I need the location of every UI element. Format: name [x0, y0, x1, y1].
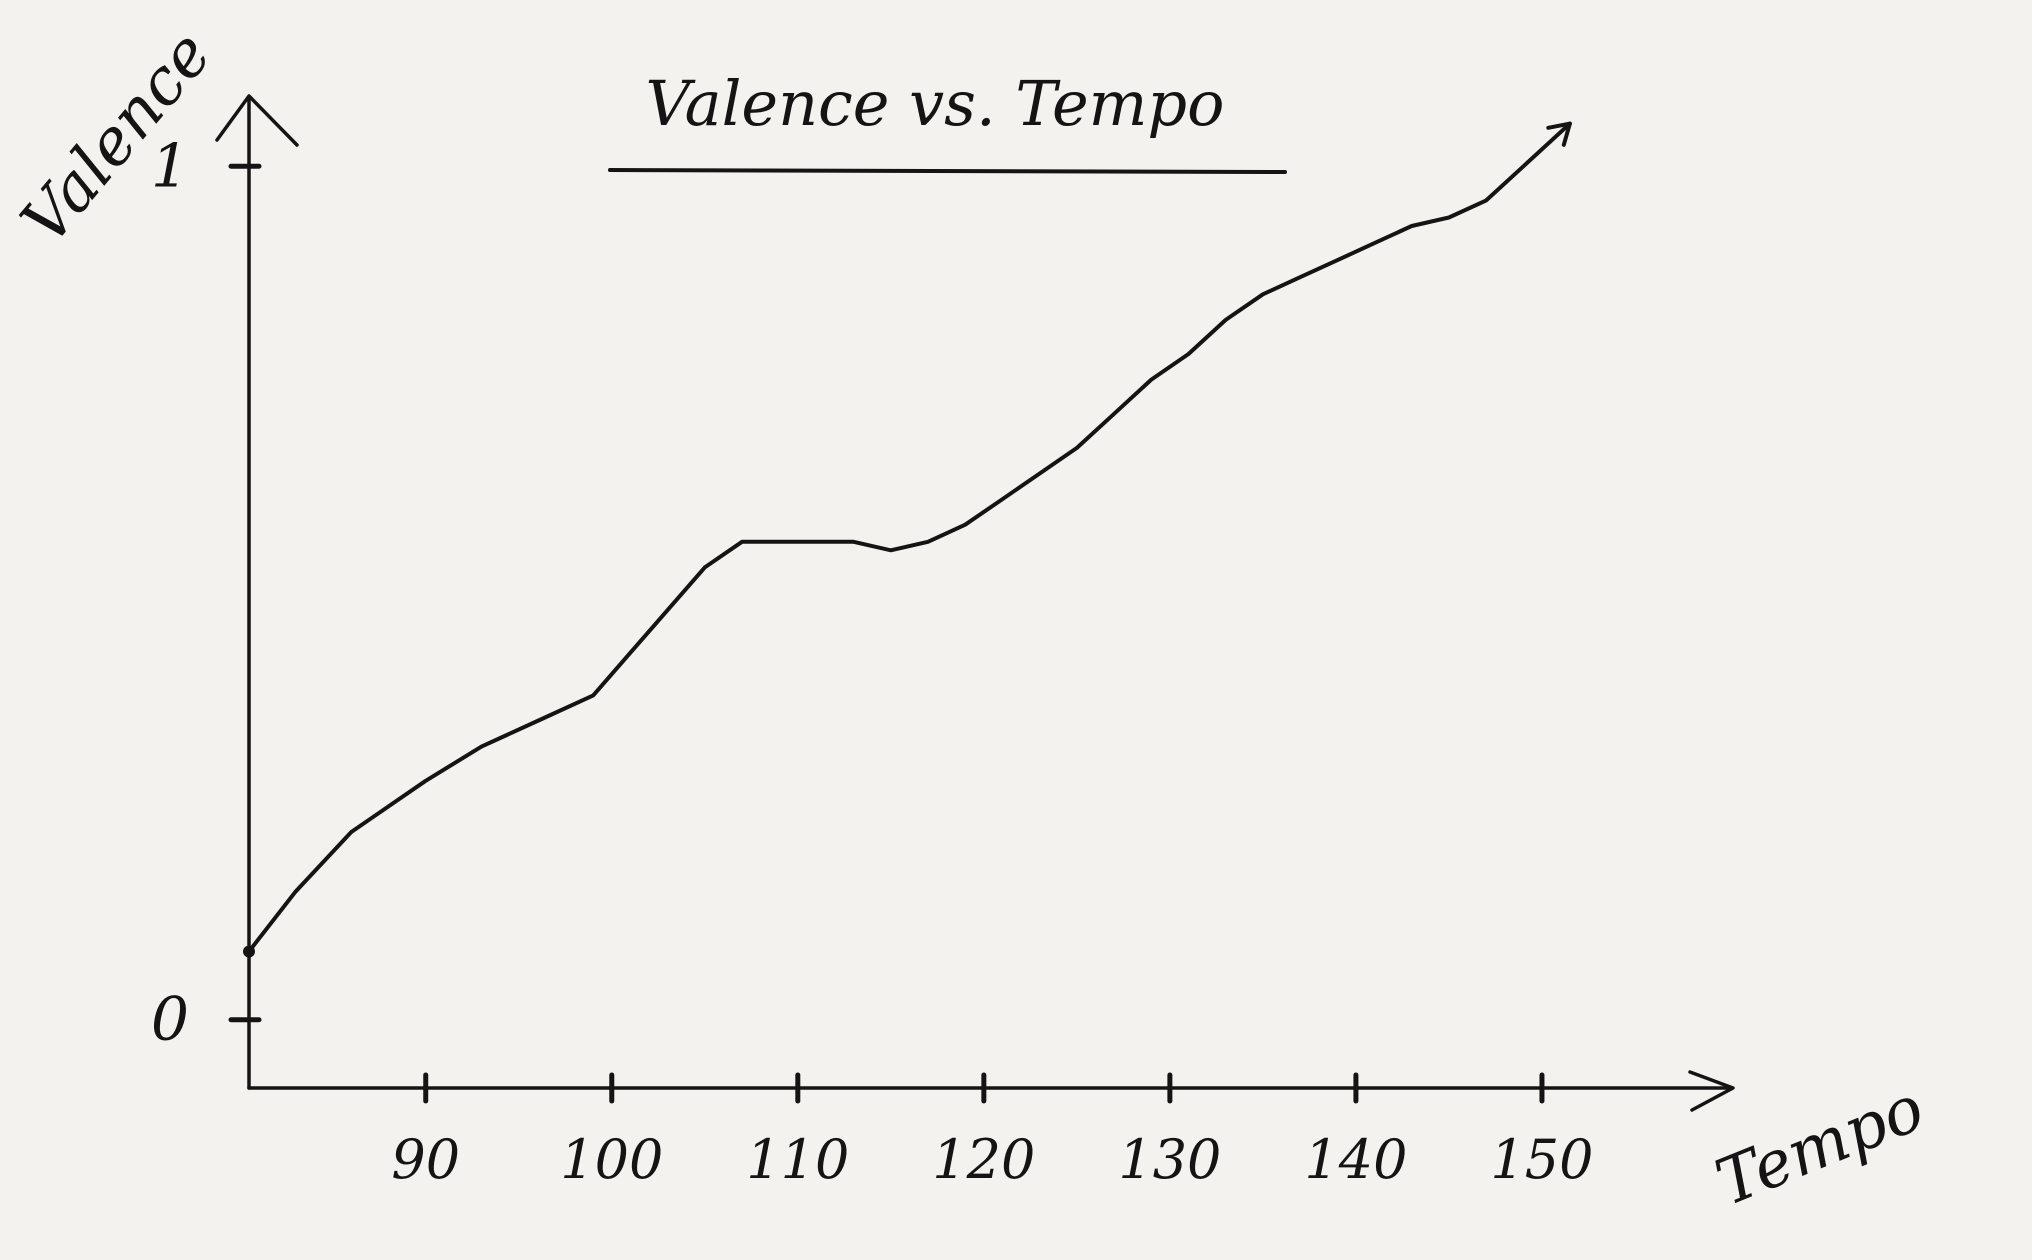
y-tick-label: 1	[151, 131, 189, 201]
x-tick-label: 140	[1304, 1128, 1407, 1191]
ticks-layer: 90 100 110 120 130 140 150 0 1	[151, 131, 1594, 1191]
x-tick-label: 120	[932, 1128, 1035, 1191]
series-line	[247, 121, 1572, 954]
y-tick-label: 0	[151, 985, 189, 1055]
x-axis-arrow	[1688, 1070, 1735, 1112]
x-tick-label: 130	[1118, 1128, 1221, 1191]
x-tick-label: 90	[391, 1128, 460, 1191]
x-tick-label: 100	[560, 1128, 663, 1191]
chart-title: Valence vs. Tempo	[646, 67, 1225, 140]
series-layer	[243, 121, 1572, 958]
series-end-arrow	[1546, 121, 1572, 147]
y-axis-arrow	[215, 94, 299, 147]
series-start-point	[243, 945, 255, 958]
x-axis-label: Tempo	[1706, 1071, 1934, 1220]
x-tick-label: 150	[1490, 1128, 1593, 1191]
title-underline	[608, 168, 1287, 174]
y-axis-label: Valence	[8, 18, 227, 258]
x-tick-label: 110	[746, 1128, 849, 1191]
